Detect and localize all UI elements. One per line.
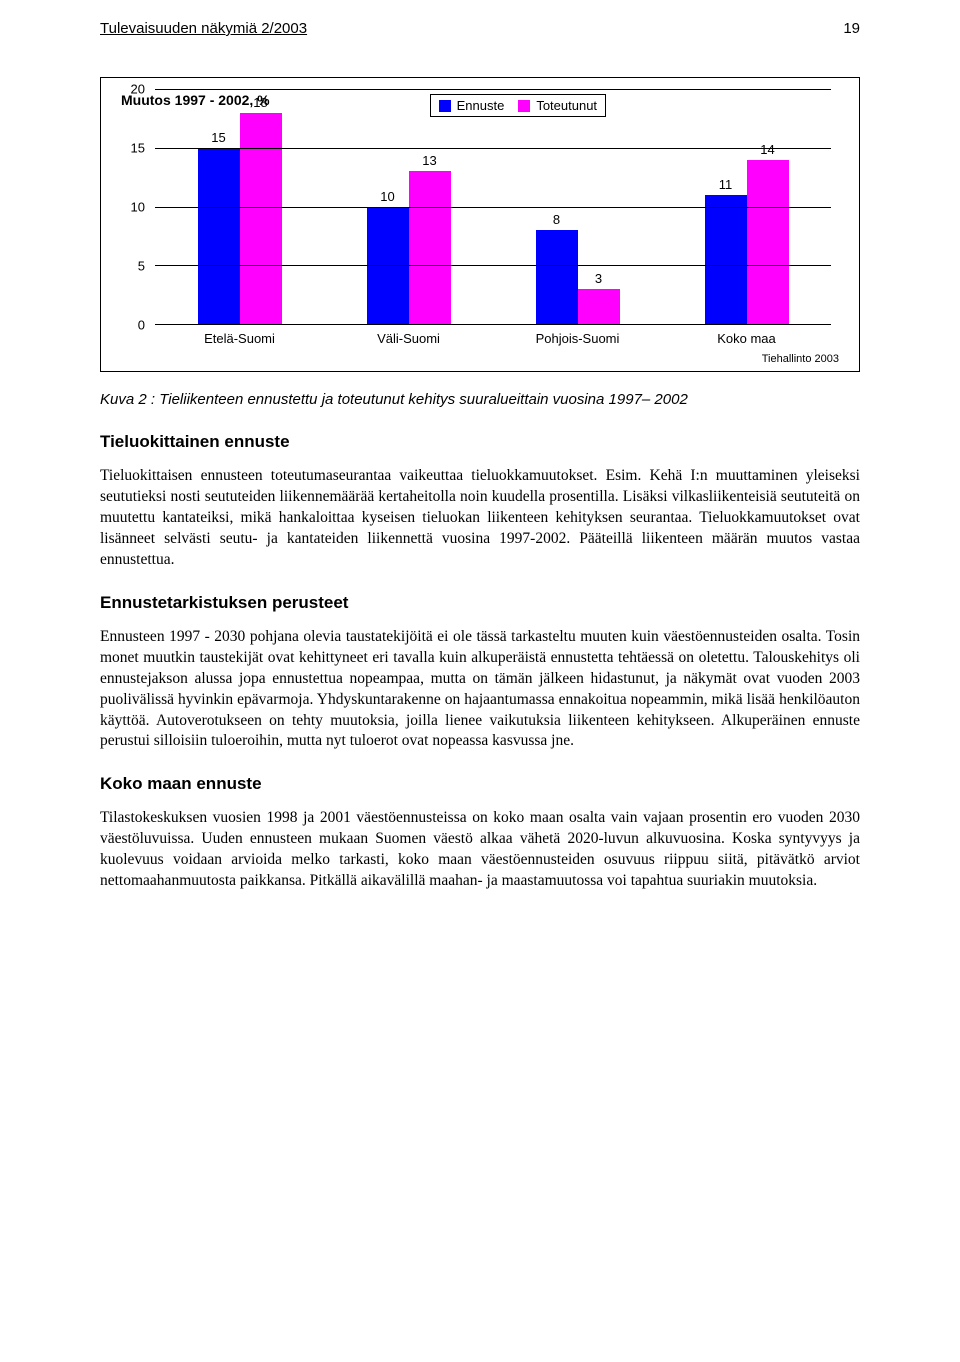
figure-caption: Kuva 2 : Tieliikenteen ennustettu ja tot… <box>100 390 860 410</box>
bar-value-label: 11 <box>705 177 747 192</box>
y-axis: 05101520 <box>121 89 149 325</box>
section-paragraph: Tilastokeskuksen vuosien 1998 ja 2001 vä… <box>100 808 860 892</box>
section-paragraph: Ennusteen 1997 - 2030 pohjana olevia tau… <box>100 627 860 753</box>
bar-value-label: 15 <box>198 130 240 145</box>
gridline <box>155 207 831 208</box>
plot-area: 15181013831114 <box>155 89 831 325</box>
y-tick: 5 <box>138 259 145 274</box>
gridline <box>155 148 831 149</box>
gridline <box>155 265 831 266</box>
figure-text: Tieliikenteen ennustettu ja toteutunut k… <box>159 391 688 408</box>
figure-label: Kuva 2 : <box>100 391 155 408</box>
section-heading-2: Ennustetarkistuksen perusteet <box>100 593 860 613</box>
gridline <box>155 324 831 325</box>
header-doc-title: Tulevaisuuden näkymiä 2/2003 <box>100 20 307 37</box>
y-tick: 15 <box>131 141 145 156</box>
chart-container: Muutos 1997 - 2002, % Ennuste Toteutunut… <box>100 77 860 372</box>
bar-value-label: 8 <box>536 212 578 227</box>
x-label: Väli-Suomi <box>324 327 493 349</box>
y-tick: 10 <box>131 200 145 215</box>
bar: 13 <box>409 171 451 324</box>
bar-value-label: 18 <box>240 95 282 110</box>
section-heading-1: Tieluokittainen ennuste <box>100 432 860 452</box>
y-tick: 20 <box>131 82 145 97</box>
x-label: Pohjois-Suomi <box>493 327 662 349</box>
x-label: Etelä-Suomi <box>155 327 324 349</box>
bar-value-label: 14 <box>747 142 789 157</box>
bar: 14 <box>747 160 789 325</box>
bar: 8 <box>536 230 578 324</box>
bar: 11 <box>705 195 747 324</box>
x-label: Koko maa <box>662 327 831 349</box>
bar-value-label: 3 <box>578 271 620 286</box>
chart-area: 05101520 15181013831114 Etelä-SuomiVäli-… <box>121 89 839 349</box>
bar-value-label: 10 <box>367 189 409 204</box>
page-header: Tulevaisuuden näkymiä 2/2003 19 <box>100 20 860 37</box>
section-heading-3: Koko maan ennuste <box>100 774 860 794</box>
bar-value-label: 13 <box>409 153 451 168</box>
bar: 18 <box>240 113 282 325</box>
bar: 3 <box>578 289 620 324</box>
section-paragraph: Tieluokittaisen ennusteen toteutumaseura… <box>100 466 860 571</box>
bar: 15 <box>198 148 240 324</box>
chart-source: Tiehallinto 2003 <box>121 353 839 365</box>
y-tick: 0 <box>138 318 145 333</box>
page-number: 19 <box>843 20 860 37</box>
x-axis-labels: Etelä-SuomiVäli-SuomiPohjois-SuomiKoko m… <box>155 327 831 349</box>
gridline <box>155 89 831 90</box>
